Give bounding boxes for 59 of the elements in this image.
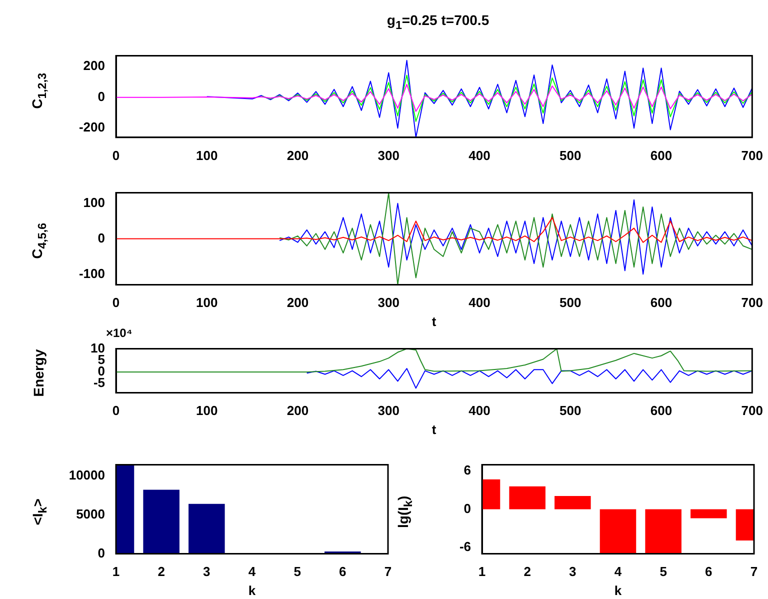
x-axis-title: t — [432, 422, 437, 437]
x-tick-label: 3 — [203, 564, 210, 580]
x-tick-label: 100 — [196, 295, 218, 310]
y-axis-title: Energy — [31, 349, 47, 397]
x-tick-label: 6 — [705, 564, 712, 580]
y-tick-label: 0 — [98, 545, 105, 560]
x-tick-label: 300 — [378, 148, 400, 163]
x-tick-label: 300 — [378, 295, 400, 310]
x-tick-label: 300 — [378, 403, 400, 418]
x-tick-label: 400 — [468, 148, 490, 163]
x-tick-label: 4 — [614, 564, 622, 580]
y-tick-label: -6 — [459, 539, 471, 554]
y-tick-label: 0 — [98, 230, 105, 246]
x-tick-label: 600 — [650, 148, 672, 163]
x-tick-label: 700 — [741, 403, 764, 418]
y-tick-label: 200 — [83, 58, 105, 74]
x-axis-title: t — [432, 314, 437, 329]
bar — [143, 490, 180, 554]
x-tick-label: 500 — [560, 403, 582, 418]
x-tick-label: 0 — [112, 148, 120, 163]
x-tick-label: 200 — [286, 148, 309, 163]
x-tick-label: 6 — [339, 564, 346, 580]
y-tick-label: 6 — [464, 462, 471, 478]
x-tick-label: 700 — [741, 148, 764, 163]
x-tick-label: 0 — [112, 295, 120, 310]
x-tick-label: 200 — [286, 403, 309, 418]
x-tick-label: 7 — [384, 564, 392, 580]
x-tick-label: 5 — [660, 564, 667, 580]
x-tick-label: 600 — [650, 403, 672, 418]
x-tick-label: 100 — [196, 403, 218, 418]
y-tick-label: 0 — [464, 500, 471, 516]
y-tick-label: 5000 — [76, 506, 105, 522]
y-tick-label: -200 — [78, 120, 105, 135]
x-tick-label: 7 — [750, 564, 758, 580]
x-tick-label: 0 — [112, 403, 120, 418]
x-tick-label: 3 — [569, 564, 576, 580]
x-tick-label: 1 — [478, 564, 486, 580]
x-tick-label: 4 — [248, 564, 256, 580]
x-tick-label: 2 — [158, 564, 165, 580]
x-tick-label: 600 — [650, 295, 672, 310]
y-tick-label: 10000 — [68, 467, 105, 482]
y-tick-label: 0 — [98, 88, 105, 104]
x-tick-label: 500 — [560, 148, 582, 163]
x-tick-label: 200 — [286, 295, 309, 310]
chart-title: g$_{1}$=0.25 t=700.5 — [386, 12, 490, 32]
x-tick-label: 2 — [524, 564, 531, 580]
text: ×10⁴ — [106, 326, 132, 340]
x-tick-label: 1 — [112, 564, 120, 580]
x-tick-label: 400 — [468, 403, 490, 418]
y-tick-label: 100 — [83, 194, 105, 210]
x-tick-label: 5 — [294, 564, 301, 580]
x-tick-label: 400 — [468, 295, 490, 310]
x-tick-label: 700 — [741, 295, 764, 310]
bar — [188, 504, 225, 554]
x-tick-label: 500 — [560, 295, 582, 310]
x-tick-label: 100 — [196, 148, 218, 163]
x-axis-title: k — [248, 582, 256, 598]
x-axis-title: k — [614, 582, 622, 598]
y-tick-label: -100 — [78, 266, 105, 281]
